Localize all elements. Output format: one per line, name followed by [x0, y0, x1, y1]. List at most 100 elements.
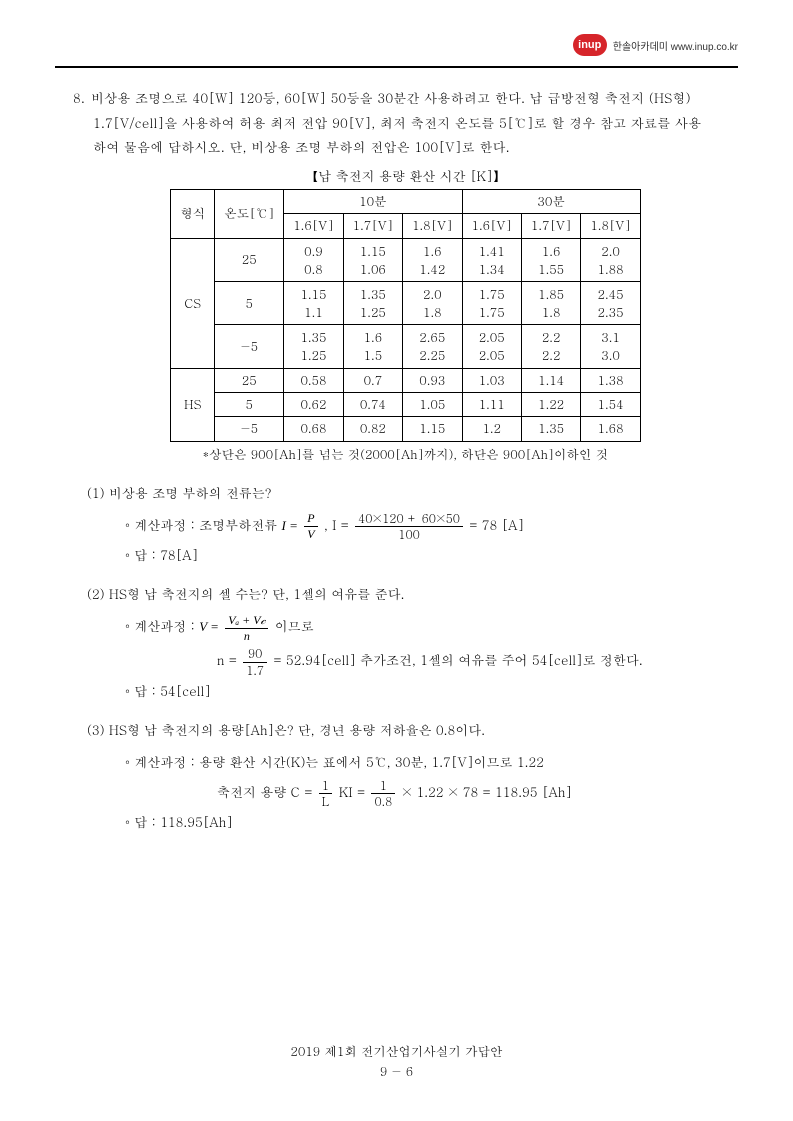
sub1-q: (1) 비상용 조명 부하의 전류는?: [87, 483, 738, 502]
th-v16a: 1.6[V]: [284, 214, 343, 238]
hs25-c3: 0.93: [403, 368, 462, 392]
sub3-q: (3) HS형 납 축전지의 용량[Ah]은? 단, 경년 용량 저하율은 0.…: [87, 720, 738, 739]
hs-5: 5: [215, 392, 284, 416]
th-v18a: 1.8[V]: [403, 214, 462, 238]
hsm5-c1: 0.68: [284, 417, 343, 441]
question-line1: 비상용 조명으로 40[W] 120등, 60[W] 50등을 30분간 사용하…: [91, 86, 738, 111]
cs-label: CS: [171, 238, 215, 368]
th-10min: 10분: [284, 190, 462, 214]
csm5-c4: 2.052.05: [462, 325, 521, 368]
sub3-c-label: 축전지 용량 C =: [217, 782, 312, 801]
hs25-c5: 1.14: [521, 368, 580, 392]
question-line2: 1.7[V/cell]을 사용하여 허용 최저 전압 90[V], 최저 축전지…: [93, 111, 738, 136]
question-number: 8.: [73, 86, 85, 111]
cs5-c3: 2.01.8: [403, 282, 462, 325]
sub1-frac2: 40×120 + 60×50 100: [355, 512, 463, 541]
sub1-calc: ◦ 계산과정 : 조명부하전류 I = P V , I = 40×120 + 6…: [125, 512, 738, 542]
cs5-c4: 1.751.75: [462, 282, 521, 325]
hs25-c4: 1.03: [462, 368, 521, 392]
cs5-c1: 1.151.1: [284, 282, 343, 325]
csm5-c5: 2.22.2: [521, 325, 580, 368]
hs5-c3: 1.05: [403, 392, 462, 416]
cs-5: 5: [215, 282, 284, 325]
sub2-q: (2) HS형 납 축전지의 셀 수는? 단, 1셀의 여유를 준다.: [87, 584, 738, 603]
sub3-frac-c1: 1 L: [319, 779, 333, 808]
hs-25: 25: [215, 368, 284, 392]
sub3-calc-label: ◦ 계산과정 : 용량 환산 시간(K)는 표에서 5℃, 30분, 1.7[V…: [125, 752, 544, 771]
sub-question-1: (1) 비상용 조명 부하의 전류는? ◦ 계산과정 : 조명부하전류 I = …: [87, 483, 738, 565]
csm5-c3: 2.652.25: [403, 325, 462, 368]
sub2-frac-v: Vₐ + V𝒸 n: [225, 614, 268, 643]
sub2-calc2: n = 90 1.7 = 52.94[cell] 추가조건, 1셀의 여유를 주…: [217, 647, 738, 677]
csm5-c6: 3.13.0: [581, 325, 640, 368]
hsm5-c6: 1.68: [581, 417, 640, 441]
cs25-c3: 1.61.42: [403, 238, 462, 281]
hs-label: HS: [171, 368, 215, 441]
hs5-c4: 1.11: [462, 392, 521, 416]
sub-question-2: (2) HS형 납 축전지의 셀 수는? 단, 1셀의 여유를 준다. ◦ 계산…: [87, 584, 738, 699]
sub3-calc2: 축전지 용량 C = 1 L KI = 1 0.8 × 1.22 × 78 = …: [217, 779, 738, 809]
sub2-eq-v: V =: [199, 619, 219, 634]
cs5-c2: 1.351.25: [343, 282, 402, 325]
hsm5-c5: 1.35: [521, 417, 580, 441]
hs5-c1: 0.62: [284, 392, 343, 416]
hsm5-c2: 0.82: [343, 417, 402, 441]
th-temp: 온도[℃]: [215, 190, 284, 239]
hsm5-c3: 1.15: [403, 417, 462, 441]
table-note: *상단은 900[Ah]를 넘는 것(2000[Ah]까지), 하단은 900[…: [73, 445, 738, 463]
hs5-c2: 0.74: [343, 392, 402, 416]
cs-25: 25: [215, 238, 284, 281]
cs25-c1: 0.90.8: [284, 238, 343, 281]
sub3-c-rhs: × 1.22 × 78 = 118.95 [Ah]: [402, 782, 572, 801]
brand-logo-wrap: inup 한솔아카데미 www.inup.co.kr: [573, 34, 738, 56]
cs-m5: −5: [215, 325, 284, 368]
sub2-n-lhs: n =: [217, 650, 237, 669]
th-v16b: 1.6[V]: [462, 214, 521, 238]
cs5-c6: 2.452.35: [581, 282, 640, 325]
th-v17a: 1.7[V]: [343, 214, 402, 238]
cs25-c5: 1.61.55: [521, 238, 580, 281]
sub1-eq-rhs: = 78 [A]: [469, 515, 524, 534]
sub2-n-rhs: = 52.94[cell] 추가조건, 1셀의 여유를 주어 54[cell]로…: [273, 650, 642, 669]
th-type: 형식: [171, 190, 215, 239]
cs5-c5: 1.851.8: [521, 282, 580, 325]
hs-m5: −5: [215, 417, 284, 441]
sub1-ans: ◦ 답 : 78[A]: [125, 545, 738, 564]
th-v17b: 1.7[V]: [521, 214, 580, 238]
cs25-c2: 1.151.06: [343, 238, 402, 281]
hs25-c1: 0.58: [284, 368, 343, 392]
csm5-c2: 1.61.5: [343, 325, 402, 368]
sub3-ans: ◦ 답 : 118.95[Ah]: [125, 812, 738, 831]
inup-logo-icon: inup: [573, 34, 607, 56]
sub3-c-mid: KI =: [339, 782, 365, 801]
hs25-c6: 1.38: [581, 368, 640, 392]
th-v18b: 1.8[V]: [581, 214, 640, 238]
hs5-c5: 1.22: [521, 392, 580, 416]
page-number: 9 − 6: [0, 1061, 793, 1081]
cs25-c6: 2.01.88: [581, 238, 640, 281]
sub2-frac-n: 90 1.7: [243, 647, 267, 676]
sub1-calc-label: ◦ 계산과정 : 조명부하전류: [125, 515, 277, 534]
hs5-c6: 1.54: [581, 392, 640, 416]
csm5-c1: 1.351.25: [284, 325, 343, 368]
sub3-frac-c2: 1 0.8: [371, 779, 395, 808]
hsm5-c4: 1.2: [462, 417, 521, 441]
sub1-frac1: P V: [304, 512, 317, 541]
sub3-calc1: ◦ 계산과정 : 용량 환산 시간(K)는 표에서 5℃, 30분, 1.7[V…: [125, 749, 738, 775]
question-line3: 하여 물음에 답하시오. 단, 비상용 조명 부하의 전압은 100[V]로 한…: [93, 135, 738, 160]
hs25-c2: 0.7: [343, 368, 402, 392]
sub2-calc-label: ◦ 계산과정 :: [125, 616, 195, 635]
question-8: 8. 비상용 조명으로 40[W] 120등, 60[W] 50등을 30분간 …: [73, 86, 738, 831]
page-footer: 2019 제1회 전기산업기사실기 가답안 9 − 6: [0, 1041, 793, 1081]
sub2-after-v: 이므로: [275, 616, 314, 635]
th-30min: 30분: [462, 190, 640, 214]
sub-question-3: (3) HS형 납 축전지의 용량[Ah]은? 단, 경년 용량 저하율은 0.…: [87, 720, 738, 832]
sub2-ans: ◦ 답 : 54[cell]: [125, 681, 738, 700]
page-header: inup 한솔아카데미 www.inup.co.kr: [55, 38, 738, 68]
footer-title: 2019 제1회 전기산업기사실기 가답안: [0, 1041, 793, 1061]
brand-caption: 한솔아카데미 www.inup.co.kr: [613, 38, 738, 53]
sub1-comma: , I =: [324, 515, 349, 534]
sub1-eq-lhs: I =: [282, 518, 298, 533]
table-title: 【납 축전지 용량 환산 시간 [K]】: [73, 166, 738, 185]
cs25-c4: 1.411.34: [462, 238, 521, 281]
